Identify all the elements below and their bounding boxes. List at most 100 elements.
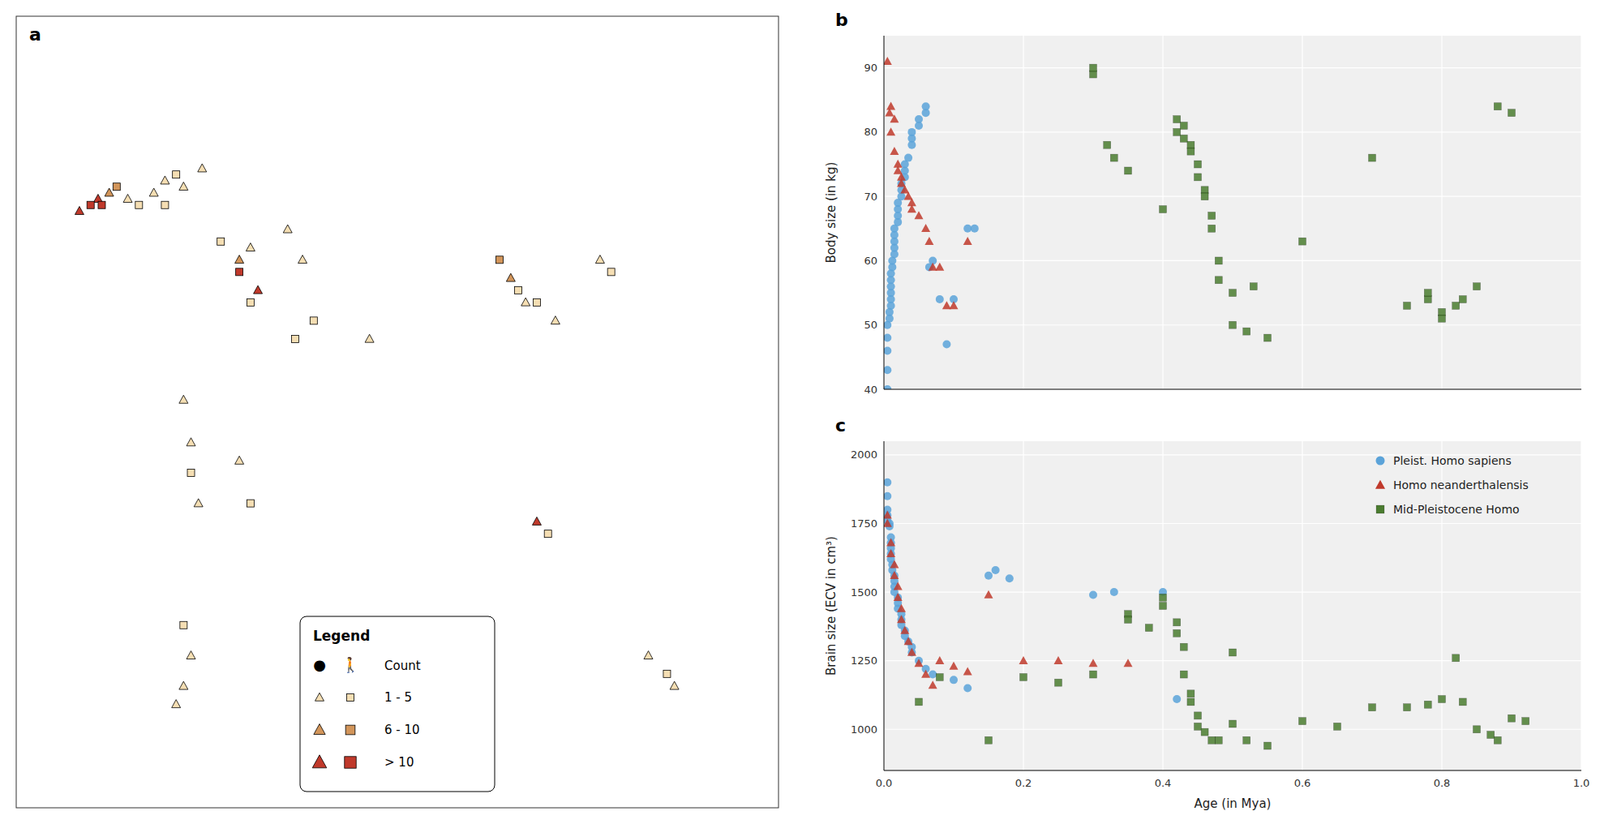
point [74,205,84,215]
legend: Pleist. Homo sapiensHomo neanderthalensi… [1375,454,1529,516]
point [532,298,541,306]
tick-label: 1250 [850,654,878,667]
point [298,255,308,264]
legend-box [300,616,495,792]
point [187,469,195,477]
point [883,492,892,501]
point [893,592,903,601]
point [1179,670,1188,678]
point [889,560,899,569]
point [963,666,973,675]
point [883,510,893,520]
point [1173,128,1181,136]
point [1019,656,1029,665]
point [253,285,263,294]
point [984,590,994,599]
point [1473,283,1481,291]
point [883,519,893,528]
grid-line [883,523,1582,524]
point [914,115,923,124]
point [904,636,914,645]
point [907,128,916,137]
point [1452,654,1460,662]
axis-label: Body size (in kg) [823,162,839,264]
point [1159,593,1167,601]
point [896,179,906,188]
point [235,455,245,464]
point [949,300,959,309]
point [1334,722,1342,730]
point [186,651,196,660]
point [942,300,952,309]
point [1424,700,1432,708]
point [887,549,896,558]
legend-marker [345,724,356,735]
point [886,549,896,558]
grid-line [1301,35,1303,390]
point [896,604,906,613]
grid-line [883,441,884,771]
point [217,237,225,245]
point [104,188,114,197]
point [1487,731,1495,739]
legend: Legend●🚶Count1 - 56 - 10> 10 [300,616,495,792]
point [595,255,605,264]
point [1243,327,1251,335]
point [935,656,944,665]
tick-label: 0.6 [1294,776,1312,790]
point [1229,720,1237,728]
point [935,262,944,271]
point [1299,237,1307,245]
tick-label: 60 [863,254,878,267]
point [889,146,899,155]
point [1172,694,1181,704]
point [963,236,973,245]
tick-label: 0.2 [1015,776,1033,790]
point [907,647,917,657]
legend-label: 6 - 10 [384,722,421,738]
point [1110,587,1119,597]
point [86,201,95,209]
legend-title: Legend [313,627,370,644]
point [1089,658,1099,667]
legend-marker [312,754,327,768]
point [663,669,671,678]
title: c [835,415,846,436]
point [669,681,679,690]
point [900,185,910,194]
point [1249,283,1257,291]
point [963,684,972,693]
point [887,538,896,547]
point [643,651,653,660]
point [514,286,523,294]
point [985,736,993,744]
point [550,316,560,325]
point [112,183,121,191]
point [1124,167,1133,175]
point [1089,64,1098,72]
point [180,621,188,629]
axis-label: Age (in Mya) [1194,796,1272,811]
tick-label: 0.8 [1433,776,1451,790]
point [1124,615,1133,623]
point [1089,670,1098,678]
point [506,273,515,282]
tick-label: 90 [863,61,878,74]
point [883,334,892,343]
point [309,317,318,325]
grid-line [1580,441,1582,771]
point [171,699,181,708]
point [928,680,938,689]
axis-line [883,770,1582,772]
point [1194,160,1202,168]
point [883,510,892,520]
panel: 0.00.20.40.60.81.010001250150017502000Ag… [823,415,1590,811]
point [1187,698,1195,706]
point [1179,121,1188,129]
point [883,346,892,355]
legend-marker [1376,456,1386,466]
point [991,566,1000,575]
point [1208,736,1216,744]
point [193,498,203,507]
legend-label: Mid-Pleistocene Homo [1393,502,1520,516]
